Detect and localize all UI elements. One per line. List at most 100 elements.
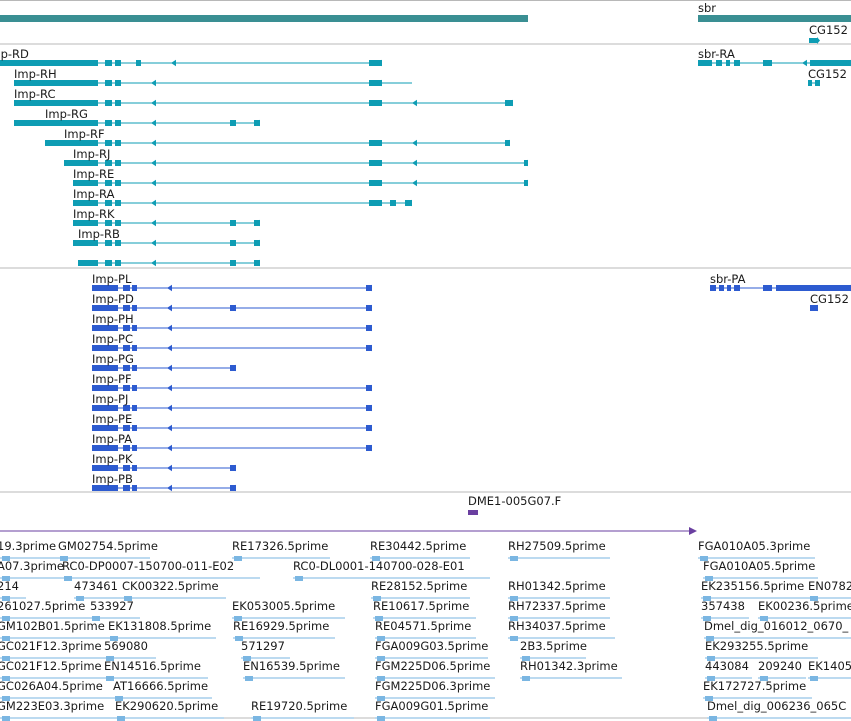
transcript-row[interactable] (45, 139, 510, 147)
protein-row[interactable] (92, 324, 372, 332)
est-feature[interactable] (241, 656, 290, 661)
est-feature[interactable] (705, 676, 752, 681)
est-feature[interactable] (108, 636, 216, 641)
est-feature[interactable] (375, 716, 490, 721)
est-feature[interactable] (115, 716, 224, 721)
est-feature[interactable] (0, 716, 115, 721)
transcript-row[interactable] (73, 219, 260, 227)
transcript-row[interactable] (73, 239, 260, 247)
est-feature[interactable] (0, 656, 104, 661)
est-feature[interactable] (508, 596, 610, 601)
protein-row[interactable] (92, 304, 236, 312)
est-feature[interactable] (707, 716, 851, 721)
est-feature[interactable] (0, 636, 108, 641)
est-feature[interactable] (74, 596, 122, 601)
est-feature[interactable] (373, 616, 476, 621)
est-feature[interactable] (508, 556, 610, 561)
est-feature[interactable] (0, 696, 113, 701)
est-feature[interactable] (375, 636, 476, 641)
transcript-row[interactable] (14, 99, 513, 107)
est-label: EK053005.5prime (232, 599, 335, 613)
est-feature[interactable] (232, 556, 330, 561)
est-label: AT16666.5prime (113, 679, 208, 693)
primer-feature[interactable] (0, 510, 697, 535)
est-feature[interactable] (375, 696, 495, 701)
est-feature[interactable] (104, 676, 208, 681)
est-feature[interactable] (251, 716, 354, 721)
est-feature[interactable] (375, 676, 495, 681)
est-feature[interactable] (520, 676, 622, 681)
est-feature[interactable] (758, 676, 806, 681)
est-feature[interactable] (808, 596, 851, 601)
transcript-label: Imp-RH (14, 67, 57, 81)
est-feature[interactable] (122, 596, 226, 601)
est-label: FGM225D06.5prime (375, 659, 490, 673)
transcript-row[interactable] (0, 59, 382, 67)
transcript-row[interactable] (73, 199, 412, 207)
est-feature[interactable] (104, 656, 156, 661)
est-label: RH72337.5prime (508, 599, 606, 613)
est-feature[interactable] (705, 656, 818, 661)
protein-row[interactable] (92, 384, 372, 392)
gene-feature[interactable] (0, 15, 528, 22)
est-label: 533927 (90, 599, 134, 613)
est-label: GM102B01.5prime (0, 619, 105, 633)
transcript-row[interactable] (78, 259, 260, 267)
est-feature[interactable] (704, 636, 851, 641)
protein-row[interactable] (92, 444, 372, 452)
est-feature[interactable] (0, 596, 26, 601)
est-feature[interactable] (0, 676, 104, 681)
protein-row[interactable] (92, 404, 372, 412)
est-feature[interactable] (0, 556, 58, 561)
gene-feature[interactable] (809, 37, 820, 44)
est-feature[interactable] (62, 576, 260, 581)
est-label: EK131808.5prime (108, 619, 211, 633)
est-feature[interactable] (808, 676, 851, 681)
protein-row[interactable] (92, 364, 236, 372)
protein-label: Imp-PC (92, 332, 133, 346)
protein-row[interactable] (710, 284, 851, 292)
est-feature[interactable] (703, 576, 818, 581)
est-feature[interactable] (0, 616, 90, 621)
est-feature[interactable] (701, 616, 749, 621)
est-feature[interactable] (701, 596, 808, 601)
est-feature[interactable] (113, 696, 212, 701)
est-feature[interactable] (703, 696, 812, 701)
transcript-row[interactable] (64, 159, 528, 167)
protein-row[interactable] (810, 304, 818, 312)
protein-row[interactable] (92, 424, 372, 432)
est-label: 19.3prime (0, 539, 56, 553)
est-feature[interactable] (508, 616, 610, 621)
protein-row[interactable] (92, 344, 372, 352)
transcript-label: CG152 (808, 67, 847, 81)
est-feature[interactable] (58, 556, 150, 561)
transcript-label: Imp-RG (45, 107, 88, 121)
est-feature[interactable] (371, 596, 470, 601)
transcript-row[interactable] (698, 59, 851, 67)
est-feature[interactable] (758, 616, 851, 621)
est-feature[interactable] (0, 576, 62, 581)
est-feature[interactable] (370, 556, 470, 561)
est-label: EN0782 (808, 579, 851, 593)
est-feature[interactable] (90, 616, 140, 621)
transcript-row[interactable] (14, 79, 412, 87)
transcript-row[interactable] (73, 179, 528, 187)
protein-label: Imp-PJ (92, 392, 128, 406)
est-feature[interactable] (293, 576, 490, 581)
est-feature[interactable] (698, 556, 815, 561)
protein-row[interactable] (92, 284, 372, 292)
est-feature[interactable] (520, 656, 586, 661)
est-feature[interactable] (243, 676, 345, 681)
transcript-row[interactable] (14, 119, 260, 127)
est-feature[interactable] (375, 656, 488, 661)
gene-feature[interactable] (698, 15, 851, 22)
protein-row[interactable] (92, 464, 236, 472)
est-feature[interactable] (508, 636, 615, 641)
transcript-row[interactable] (808, 79, 820, 87)
est-feature[interactable] (232, 616, 345, 621)
protein-row[interactable] (92, 484, 236, 492)
est-label: GC021F12.3prime (0, 639, 102, 653)
transcript-label: Imp-RB (78, 227, 120, 241)
est-feature[interactable] (233, 636, 335, 641)
est-label: Dmel_dig_006236_065C (707, 699, 846, 713)
